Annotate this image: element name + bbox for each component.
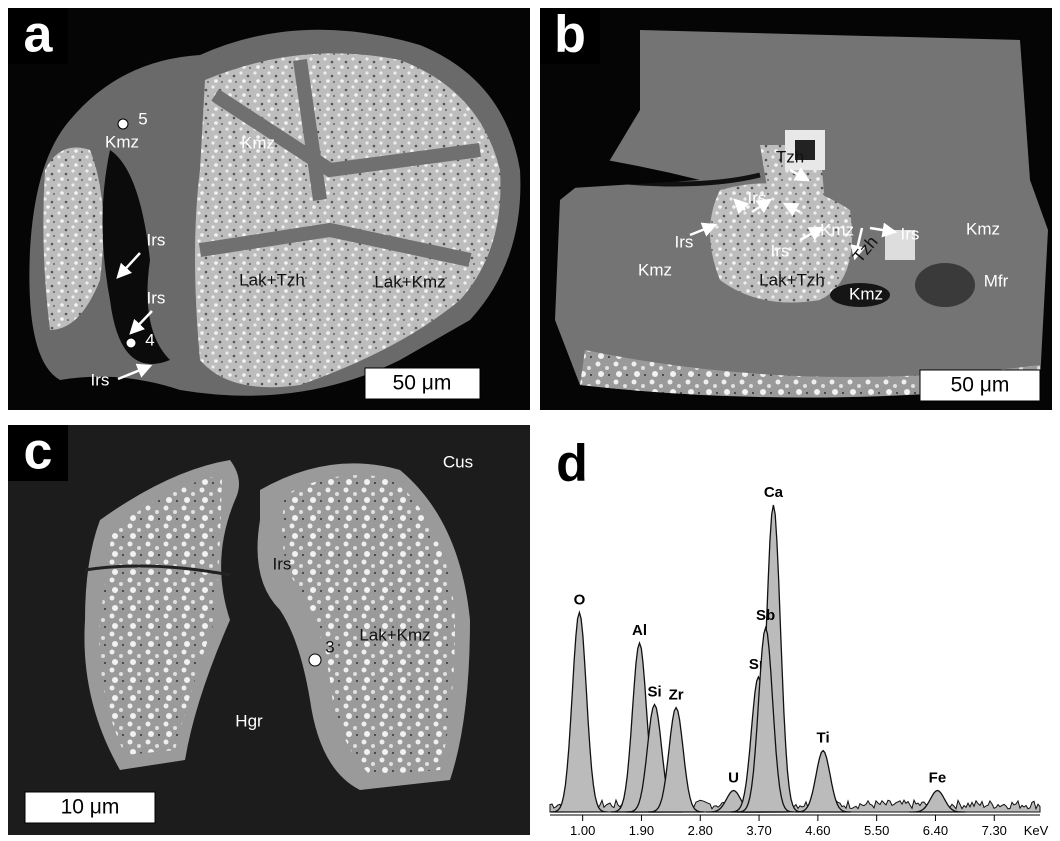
phase-label: Irs — [771, 241, 790, 260]
scale-bar: 10 μm — [61, 796, 120, 819]
peak — [795, 751, 851, 812]
figure: a 5 4 Kmz Kmz Irs Irs Irs Lak+Tzh Lak+Km… — [0, 0, 1060, 841]
phase-label: Lak+Tzh — [759, 270, 825, 289]
point-label: 3 — [325, 637, 334, 656]
x-tick-label: 4.60 — [805, 823, 830, 838]
phase-label: Lak+Kmz — [359, 625, 430, 644]
peak-label: Ca — [764, 484, 784, 501]
phase-label: Irs — [901, 224, 920, 243]
phase-label: Irs — [147, 288, 166, 307]
peak-label: Zr — [669, 687, 684, 704]
x-tick-label: 5.50 — [864, 823, 889, 838]
peak-label: Ti — [817, 730, 830, 747]
phase-label: Mfr — [984, 271, 1009, 290]
phase-label: Kmz — [849, 284, 883, 303]
phase-label: Kmz — [820, 220, 854, 239]
phase-label: Kmz — [241, 133, 275, 152]
scale-bar: 50 μm — [393, 372, 452, 395]
peak-label: U — [728, 770, 739, 787]
x-tick-label: 1.00 — [570, 823, 595, 838]
panel-letter: b — [554, 6, 586, 64]
x-unit: KeV — [1024, 823, 1049, 838]
peak-label: O — [574, 591, 586, 608]
x-tick-label: 3.70 — [746, 823, 771, 838]
peak-label: Al — [632, 622, 647, 639]
phase-label: Irs — [91, 370, 110, 389]
panel-a: a 5 4 Kmz Kmz Irs Irs Irs Lak+Tzh Lak+Km… — [8, 6, 530, 410]
phase-label: Irs — [748, 188, 767, 207]
phase-label: Irs — [675, 232, 694, 251]
panel-letter: d — [556, 435, 588, 493]
x-tick-label: 1.90 — [629, 823, 654, 838]
point-label: 5 — [138, 109, 147, 128]
panel-letter: c — [24, 423, 53, 481]
point-label: 4 — [145, 330, 154, 349]
phase-label: Irs — [147, 230, 166, 249]
panel-letter: a — [24, 6, 54, 64]
phase-label: Lak+Kmz — [374, 272, 445, 291]
phase-label: Cus — [443, 452, 473, 471]
peak-label: Sb — [756, 607, 775, 624]
phase-label: Kmz — [966, 219, 1000, 238]
panel-c: c 3 Cus Irs Lak+Kmz Hgr 10 μm — [8, 423, 530, 835]
x-tick-label: 2.80 — [688, 823, 713, 838]
x-tick-label: 6.40 — [923, 823, 948, 838]
phase-label: Hgr — [235, 711, 263, 730]
scale-bar: 50 μm — [951, 374, 1010, 397]
peak-label: Si — [647, 684, 661, 701]
phase-label: Kmz — [638, 260, 672, 279]
x-tick-label: 7.30 — [982, 823, 1007, 838]
panel-b: b Tzh Irs Irs Kmz Irs Kmz Irs Lak+Tzh Tz… — [540, 6, 1052, 410]
phase-label: Kmz — [105, 132, 139, 151]
phase-label: Irs — [273, 554, 292, 573]
phase-label: Lak+Tzh — [239, 270, 305, 289]
phase-label: Tzh — [776, 147, 804, 166]
peak — [551, 613, 607, 813]
peak-label: Fe — [929, 770, 947, 787]
